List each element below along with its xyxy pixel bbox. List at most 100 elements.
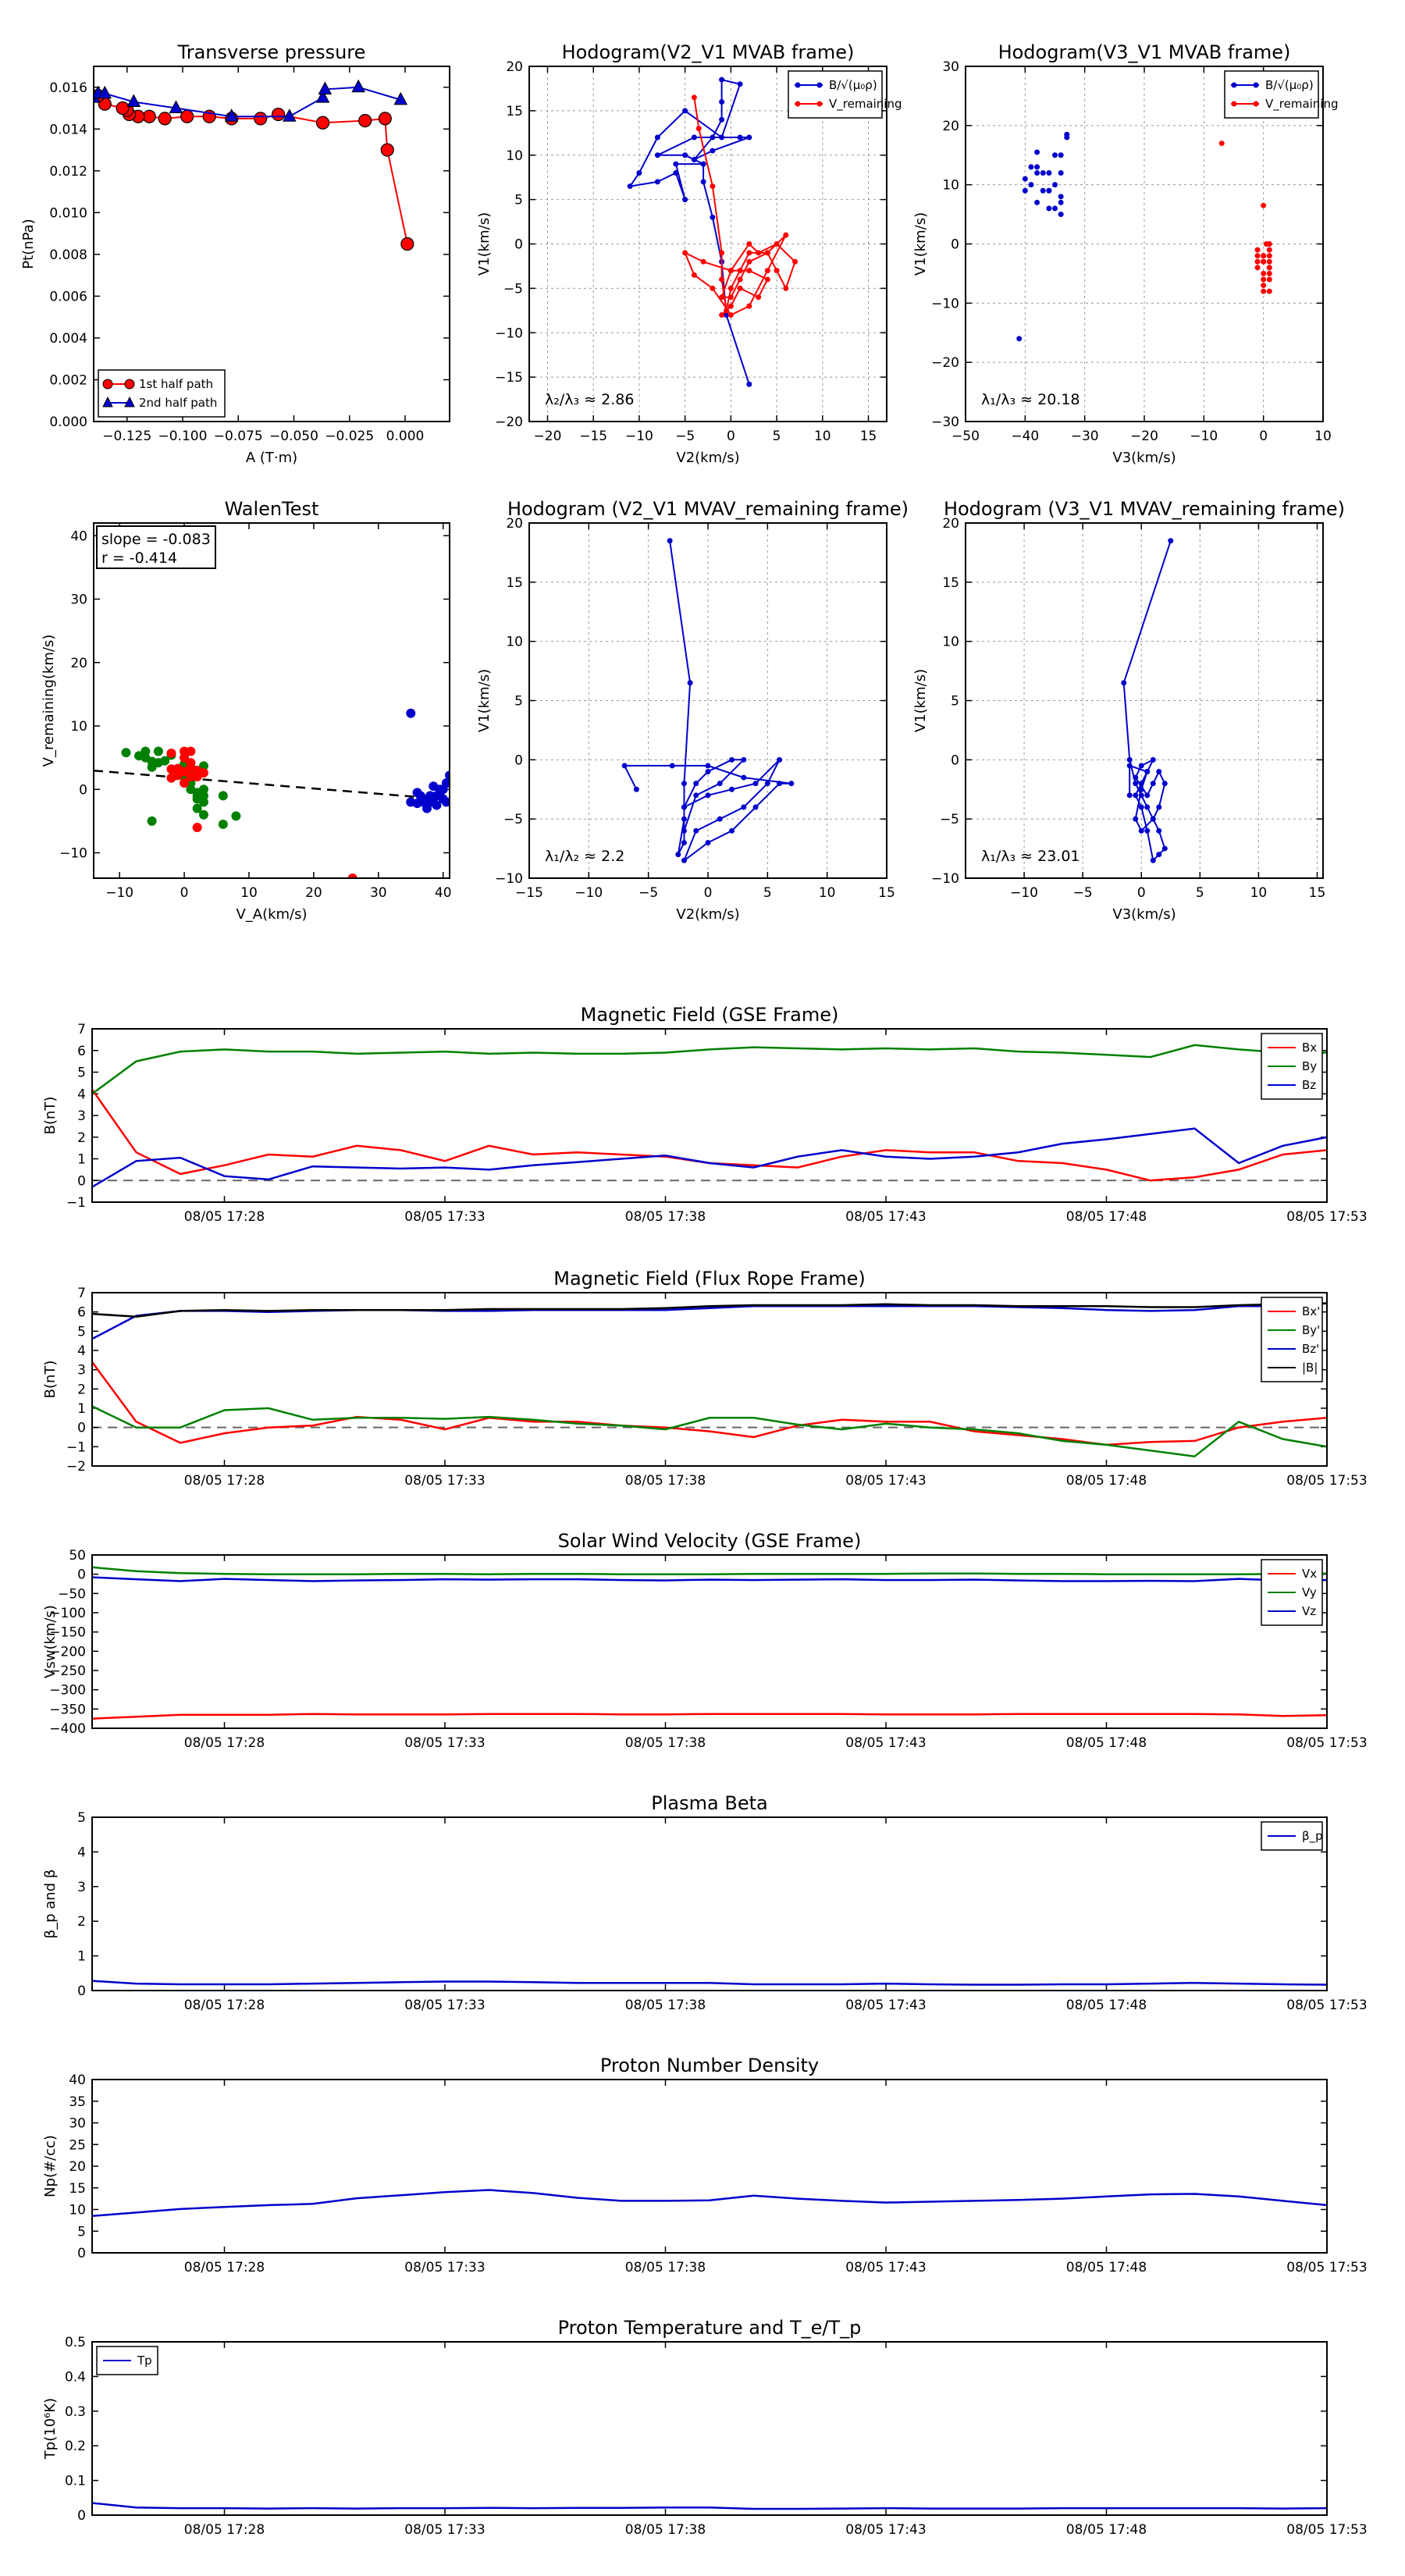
data-point: [1133, 781, 1139, 787]
data-point: [727, 285, 734, 291]
data-point: [1254, 265, 1261, 271]
data-point: [681, 840, 687, 845]
data-point: [393, 91, 408, 105]
data-point: [192, 823, 202, 832]
plot-area: [92, 1566, 1327, 1720]
axes-frame: [965, 522, 1324, 879]
x-tick-label: 08/05 17:28: [184, 2522, 265, 2538]
x-axis-label: V3(km/s): [1112, 450, 1176, 466]
legend-marker: [124, 396, 135, 407]
y-tick-label: 0.3: [65, 2404, 86, 2420]
data-point: [741, 774, 747, 781]
chart-title: WalenTest: [225, 498, 319, 520]
data-point: [378, 112, 392, 126]
data-point: [681, 816, 687, 822]
data-point: [1064, 134, 1070, 141]
data-point: [1138, 827, 1144, 834]
plot-area: [92, 1302, 1327, 1458]
data-point: [282, 109, 297, 122]
data-point: [1040, 170, 1046, 176]
data-point: [224, 109, 239, 122]
legend-label: Tp: [137, 2354, 152, 2368]
y-tick-label: 15: [506, 575, 523, 591]
x-tick-label: 08/05 17:53: [1286, 1473, 1367, 1489]
x-tick-label: −20: [1130, 429, 1158, 444]
legend: Tp: [96, 2346, 158, 2375]
chart-title: Magnetic Field (Flux Rope Frame): [553, 1268, 865, 1290]
data-point: [729, 756, 735, 763]
data-point: [756, 294, 762, 301]
y-axis-label: Vsw(km/s): [42, 1605, 59, 1678]
data-point: [1034, 164, 1040, 170]
legend-marker: [1231, 82, 1237, 88]
data-point: [218, 819, 228, 829]
data-point: [691, 156, 697, 162]
data-point: [752, 781, 759, 787]
y-tick-label: −10: [495, 326, 523, 341]
x-tick-label: 0: [180, 885, 189, 901]
x-tick-label: −50: [951, 429, 980, 444]
data-point: [1034, 199, 1040, 205]
x-tick-label: 08/05 17:48: [1066, 1735, 1147, 1751]
y-tick-label: −400: [49, 1721, 86, 1737]
data-point: [764, 250, 770, 256]
data-point: [783, 232, 789, 238]
data-point: [654, 134, 660, 141]
axes-frame: [93, 66, 450, 422]
y-tick-label: −50: [58, 1586, 86, 1602]
y-tick-label: 7: [77, 1022, 86, 1037]
data-point: [1058, 212, 1064, 218]
data-point: [717, 816, 723, 822]
legend-label: 2nd half path: [139, 396, 217, 410]
data-point: [1261, 253, 1267, 259]
data-point: [198, 791, 208, 801]
plot-area: [1016, 131, 1272, 342]
data-point: [1046, 187, 1052, 194]
y-tick-label: 15: [506, 104, 523, 119]
plot-area: [621, 538, 795, 863]
legend-marker: [1253, 101, 1259, 107]
y-tick-label: −10: [931, 871, 959, 887]
slope-text: slope = -0.083: [101, 531, 211, 548]
ratio-annotation: λ₂/λ₃ ≈ 2.86: [545, 391, 634, 408]
x-axis-label: V2(km/s): [676, 906, 739, 923]
data-point: [1138, 804, 1144, 810]
data-point: [1016, 336, 1023, 342]
data-point: [741, 756, 747, 763]
data-point: [764, 781, 770, 787]
data-point: [147, 816, 157, 826]
data-point: [192, 803, 202, 813]
axes-frame: [91, 1554, 1328, 1729]
y-tick-label: −20: [931, 355, 959, 371]
legend-marker: [102, 396, 113, 407]
chart-1: −0.125 −0.100 −0.075 −0.050 −0.025 0.000 0.000…: [20, 41, 450, 466]
data-point: [186, 762, 196, 772]
data-point: [654, 179, 660, 185]
y-tick-label: 0: [79, 782, 87, 798]
axes-frame: [91, 1028, 1328, 1203]
y-axis-label: V1(km/s): [912, 212, 929, 276]
data-point: [1266, 253, 1272, 259]
y-tick-label: 40: [70, 528, 87, 544]
data-point: [169, 100, 183, 114]
data-point: [231, 811, 241, 821]
data-point: [788, 781, 795, 787]
y-tick-label: 30: [942, 59, 959, 75]
data-point: [1156, 827, 1162, 834]
x-tick-label: 08/05 17:53: [1286, 2260, 1367, 2275]
y-tick-label: 10: [69, 2203, 86, 2218]
data-point: [432, 800, 442, 810]
data-point: [1034, 149, 1040, 155]
data-point: [1022, 187, 1028, 194]
y-tick-label: 0.4: [65, 2369, 86, 2385]
data-point: [140, 753, 151, 763]
y-tick-label: −100: [49, 1606, 86, 1621]
x-tick-label: −15: [579, 429, 607, 444]
y-tick-label: 2: [77, 1914, 86, 1930]
y-tick-label: 10: [942, 178, 959, 194]
data-point: [1156, 804, 1162, 810]
y-tick-label: 30: [70, 592, 87, 608]
data-point: [764, 276, 770, 283]
chart-title: Magnetic Field (GSE Frame): [581, 1004, 839, 1026]
x-tick-label: 08/05 17:53: [1286, 1735, 1367, 1751]
